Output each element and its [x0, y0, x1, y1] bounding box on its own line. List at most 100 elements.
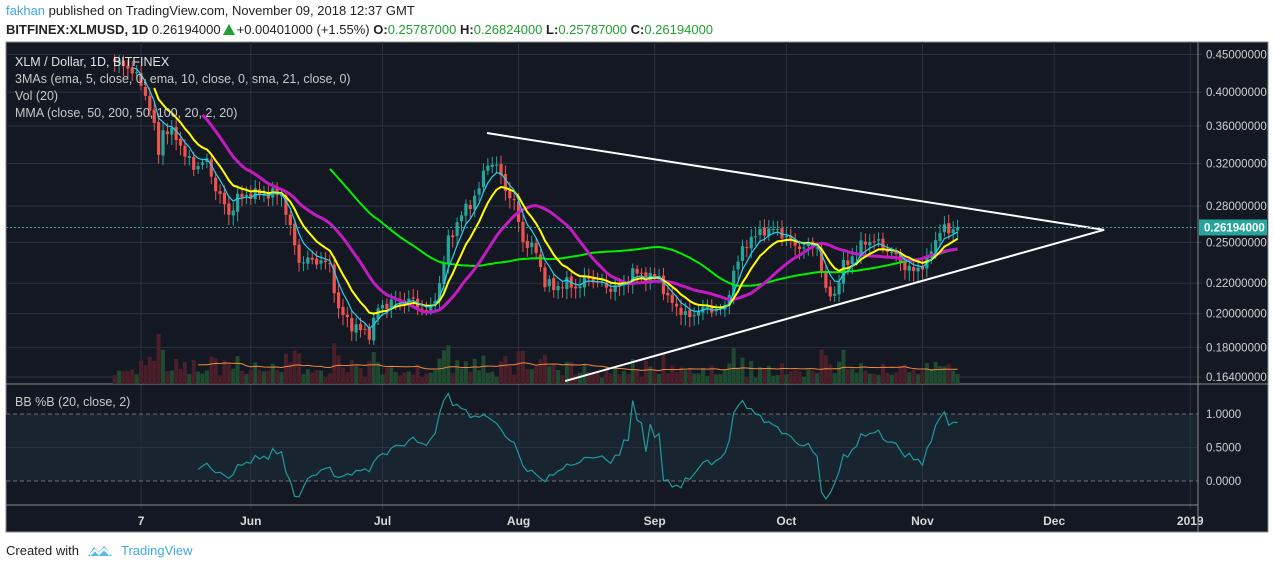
volume-bar — [547, 366, 552, 384]
volume-bar — [472, 358, 477, 384]
volume-bar — [152, 361, 157, 384]
symbol: BITFINEX:XLMUSD, 1D — [6, 22, 149, 37]
volume-bar — [885, 372, 890, 384]
candle-body — [328, 263, 332, 265]
high-value: 0.26824000 — [473, 22, 543, 37]
price-tick-label: 0.18000000 — [1206, 342, 1267, 354]
volume-bar — [380, 374, 385, 384]
candle-body — [547, 279, 551, 287]
candle-body — [240, 193, 244, 198]
candle-body — [437, 283, 442, 301]
volume-bar — [174, 358, 179, 384]
candle-body — [200, 162, 205, 165]
volume-bar — [898, 365, 903, 384]
candle-body — [495, 164, 499, 166]
time-tick-label: Oct — [776, 514, 796, 528]
volume-bar — [801, 376, 806, 384]
volume-bar — [604, 368, 609, 384]
volume-bar — [810, 370, 815, 384]
volume-bar — [165, 371, 170, 384]
volume-bar — [758, 366, 763, 384]
candle-body — [178, 138, 183, 146]
candle-body — [367, 328, 371, 340]
volume-bar — [244, 374, 249, 384]
candle-body — [942, 224, 947, 233]
volume-bar — [744, 377, 749, 384]
candle-body — [705, 305, 709, 308]
legend-volume[interactable]: Vol (20) — [15, 89, 59, 103]
volume-bar — [670, 365, 675, 384]
candle-body — [451, 235, 455, 238]
volume-bar — [806, 369, 811, 384]
main-pane — [112, 54, 1105, 384]
candle-body — [306, 257, 310, 264]
candle-body — [345, 314, 349, 318]
candle-body — [323, 260, 328, 262]
volume-bar — [437, 358, 442, 384]
candle-body — [279, 194, 284, 197]
volume-bar — [450, 372, 455, 384]
volume-bar — [477, 370, 482, 384]
volume-bar — [837, 361, 842, 384]
candle-body — [446, 235, 450, 264]
candle-body — [288, 214, 292, 226]
volume-bar — [301, 374, 306, 384]
candle-body — [604, 282, 608, 288]
volume-bar — [143, 365, 148, 384]
volume-bar — [288, 362, 293, 384]
candle-body — [459, 215, 464, 222]
volume-bar — [389, 367, 394, 384]
volume-bar — [130, 369, 135, 384]
volume-bar — [283, 353, 288, 384]
candle-body — [534, 243, 538, 254]
volume-bar — [209, 356, 214, 384]
candle-body — [284, 195, 288, 215]
volume-bar — [494, 376, 499, 384]
candle-body — [552, 278, 556, 291]
volume-bar — [156, 334, 161, 384]
candle-body — [231, 210, 235, 216]
volume-bar — [933, 361, 938, 384]
candle-body — [336, 292, 341, 309]
volume-bar — [323, 376, 328, 384]
candle-body — [894, 251, 898, 255]
tradingview-link[interactable]: TradingView — [120, 543, 193, 558]
time-tick-label: 7 — [138, 514, 145, 528]
sma50-line — [329, 168, 958, 287]
volume-bar — [850, 368, 855, 384]
author-link[interactable]: fakhan — [6, 3, 46, 18]
legend-mma[interactable]: MMA (close, 50, 200, 50, 100, 20, 2, 20) — [15, 106, 238, 120]
candle-body — [868, 241, 872, 246]
candle-body — [209, 159, 213, 177]
created-with: Created with — [6, 543, 79, 558]
footer: Created with TradingView — [6, 543, 193, 558]
legend-bb[interactable]: BB %B (20, close, 2) — [15, 395, 131, 409]
price-change: +0.00401000 (+1.55%) — [236, 22, 370, 37]
volume-bar — [731, 348, 736, 384]
volume-bar — [248, 369, 253, 384]
candle-body — [745, 247, 749, 249]
volume-bar — [674, 372, 679, 384]
candle-body — [152, 109, 156, 123]
candle-body — [350, 318, 354, 332]
volume-bar — [797, 371, 802, 384]
open-value: 0.25787000 — [387, 22, 457, 37]
candle-body — [161, 130, 165, 156]
candle-body — [797, 246, 802, 250]
volume-bar — [665, 373, 670, 384]
volume-bar — [578, 372, 583, 384]
volume-bar — [125, 371, 130, 384]
volume-bar — [415, 364, 420, 384]
candle-body — [192, 156, 196, 170]
candle-body — [183, 145, 187, 157]
volume-bar — [305, 369, 310, 384]
volume-bar — [362, 376, 367, 384]
volume-bar — [929, 369, 934, 384]
volume-bar — [854, 372, 859, 384]
volume-bar — [700, 367, 705, 384]
volume-bar — [121, 371, 126, 384]
volume-bar — [336, 355, 341, 384]
legend-3mas[interactable]: 3MAs (ema, 5, close, 0, ema, 10, close, … — [15, 72, 351, 86]
